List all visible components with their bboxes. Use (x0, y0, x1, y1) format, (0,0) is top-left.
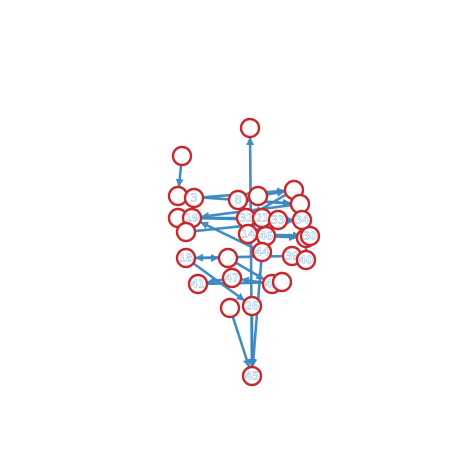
node-label: 3 (191, 192, 198, 205)
node-circle (221, 267, 243, 289)
graph-nodes: 38193221333414461530441839404147422645 (167, 117, 321, 387)
node-n11: 21 (251, 207, 273, 229)
node-circle (171, 145, 193, 167)
edge-n28-n30 (231, 315, 251, 368)
node-label: 34 (295, 214, 309, 227)
node-label: 41 (191, 278, 205, 291)
edge-n0-n2 (175, 163, 184, 188)
node-n16: 46 (255, 225, 277, 247)
node-circle (241, 365, 263, 387)
node-label: 47 (225, 272, 239, 285)
node-n14 (175, 221, 197, 243)
node-circle (247, 185, 269, 207)
node-label: 26 (245, 300, 259, 313)
node-n19: 44 (251, 241, 273, 263)
node-label: 30 (303, 230, 317, 243)
node-circle (299, 225, 321, 247)
edge-n19-n9 (199, 221, 256, 250)
node-n12: 33 (267, 209, 289, 231)
node-n28 (219, 297, 241, 319)
node-label: 8 (235, 194, 242, 207)
node-n10: 32 (235, 207, 257, 229)
node-n22: 40 (295, 249, 317, 271)
node-circle (267, 209, 289, 231)
node-circle (187, 273, 209, 295)
node-circle (295, 249, 317, 271)
node-label: 18 (179, 252, 193, 265)
node-circle (175, 221, 197, 243)
node-circle (175, 247, 197, 269)
node-circle (239, 117, 261, 139)
node-label: 46 (259, 230, 273, 243)
node-n30: 45 (241, 365, 263, 387)
node-n3: 3 (183, 187, 205, 209)
node-circle (219, 297, 241, 319)
node-n1 (239, 117, 261, 139)
edge-n23-n26 (234, 261, 265, 281)
node-circle (271, 271, 293, 293)
node-label: 32 (239, 212, 253, 225)
edge-n20-n29 (191, 261, 246, 302)
node-n13: 34 (291, 209, 313, 231)
edge-n16-n17 (273, 233, 298, 242)
node-n4: 8 (227, 189, 249, 211)
node-label: 14 (241, 228, 255, 241)
node-n0 (171, 145, 193, 167)
edge-n5-n6 (265, 188, 286, 197)
node-label: 39 (285, 250, 299, 263)
node-label: 44 (255, 246, 269, 259)
node-n20: 18 (175, 247, 197, 269)
node-label: 19 (185, 212, 199, 225)
node-n23 (217, 247, 239, 269)
node-label: 40 (299, 254, 313, 267)
node-circle (183, 187, 205, 209)
node-label: 21 (255, 212, 269, 225)
node-n18: 30 (299, 225, 321, 247)
node-circle (241, 295, 263, 317)
node-n25: 47 (221, 267, 243, 289)
node-circle (217, 247, 239, 269)
node-label: 45 (245, 370, 259, 383)
node-n5 (247, 185, 269, 207)
node-n24: 41 (187, 273, 209, 295)
node-circle (251, 241, 273, 263)
node-label: 33 (271, 214, 285, 227)
node-circle (227, 189, 249, 211)
node-n27 (271, 271, 293, 293)
node-n29: 26 (241, 295, 263, 317)
node-n15: 14 (237, 223, 259, 245)
